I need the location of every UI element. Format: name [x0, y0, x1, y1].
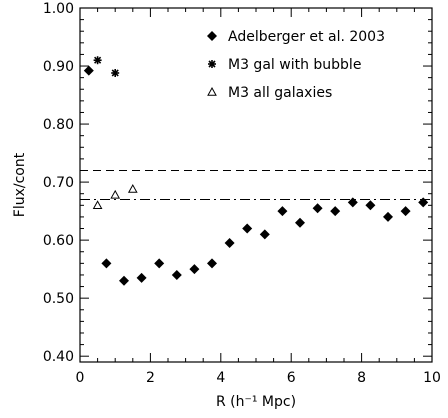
- y-tick-label: 1.00: [43, 1, 74, 17]
- plot-marks: [80, 56, 432, 286]
- y-tick-label: 0.60: [43, 233, 74, 249]
- y-tick-label: 0.90: [43, 59, 74, 75]
- data-point-diamond: [418, 197, 429, 208]
- data-point-asterisk: [111, 68, 120, 77]
- legend-marker-diamond: [207, 31, 217, 41]
- x-tick-label: 8: [357, 370, 366, 386]
- data-point-diamond: [259, 229, 270, 240]
- data-point-diamond: [330, 206, 341, 217]
- legend-label: M3 gal with bubble: [228, 57, 361, 73]
- data-point-diamond: [154, 258, 165, 269]
- data-point-diamond: [171, 269, 182, 280]
- data-point-diamond: [119, 275, 129, 286]
- data-point-diamond: [347, 197, 358, 208]
- data-point-diamond: [242, 223, 253, 234]
- data-point-open-triangle: [92, 200, 103, 210]
- data-point-diamond: [136, 272, 147, 283]
- x-tick-label: 2: [146, 370, 155, 386]
- data-point-open-triangle: [110, 189, 121, 199]
- data-point-diamond: [277, 206, 288, 217]
- legend-marker-asterisk: [208, 60, 216, 68]
- x-tick-label: 4: [216, 370, 225, 386]
- data-point-diamond: [383, 211, 393, 222]
- plot-axes: 0 2 4 6 8 10 0.40 0.50 0.60 0.70 0.80 0.90 1.00: [43, 1, 441, 386]
- y-tick-label: 0.80: [43, 117, 74, 133]
- x-tick-label: 10: [423, 370, 441, 386]
- y-tick-label: 0.50: [43, 291, 74, 307]
- data-point-diamond: [400, 206, 411, 217]
- data-point-open-triangle: [127, 184, 138, 193]
- legend: Adelberger et al. 2003 M3 gal with bubble…: [207, 29, 385, 101]
- data-point-diamond: [83, 65, 94, 76]
- data-point-diamond: [207, 258, 217, 269]
- data-point-diamond: [295, 217, 305, 228]
- x-axis-label: R (h⁻¹ Mpc): [216, 394, 296, 410]
- y-tick-label: 0.40: [43, 349, 74, 365]
- data-point-diamond: [312, 203, 323, 214]
- legend-marker-open-triangle: [207, 86, 217, 96]
- y-axis-label: Flux/cont: [12, 152, 28, 217]
- data-point-diamond: [365, 200, 376, 211]
- x-tick-label: 0: [76, 370, 85, 386]
- data-point-asterisk: [93, 56, 102, 65]
- legend-label: M3 all galaxies: [228, 85, 332, 101]
- data-point-diamond: [224, 238, 235, 249]
- x-tick-label: 6: [287, 370, 296, 386]
- data-point-diamond: [189, 264, 200, 275]
- legend-label: Adelberger et al. 2003: [228, 29, 385, 45]
- y-tick-label: 0.70: [43, 175, 74, 191]
- data-point-diamond: [101, 258, 112, 269]
